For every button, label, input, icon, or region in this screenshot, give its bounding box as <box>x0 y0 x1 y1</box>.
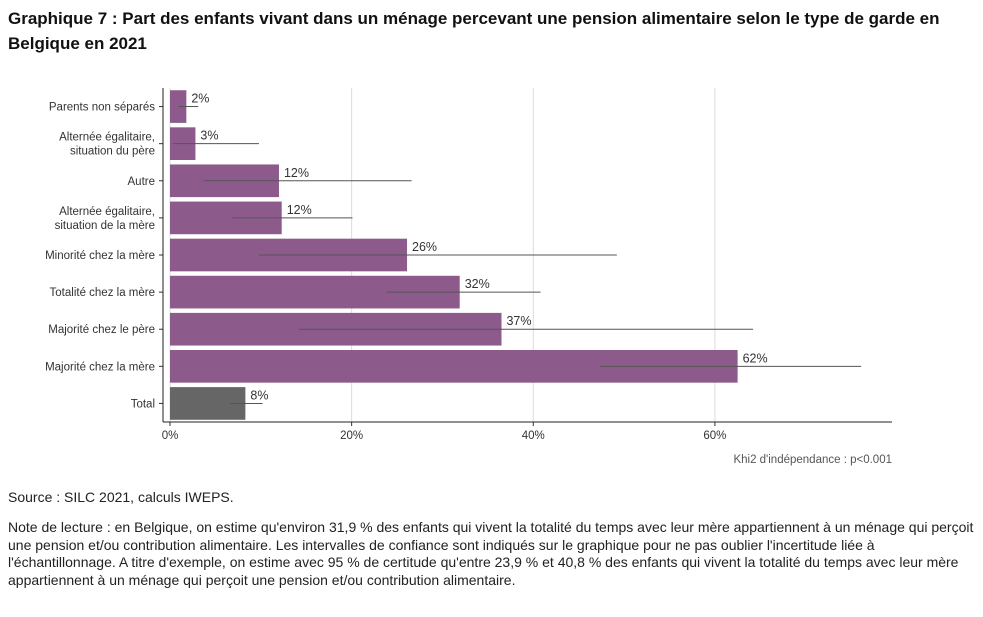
category-label-2: Autre <box>128 176 156 188</box>
chart-title: Graphique 7 : Part des enfants vivant da… <box>8 9 940 53</box>
data-label-2: 12% <box>284 166 309 180</box>
category-label-3: Alternée égalitaire, situation de la mère <box>55 206 155 232</box>
category-label-4: Minorité chez la mère <box>45 250 155 262</box>
reading-note: Note de lecture : en Belgique, on estime… <box>8 519 974 588</box>
bar-chart: 2% 3% 12% 12% 26% 32% 37% 62% 8% Parents non sép… <box>45 88 892 466</box>
x-tick-label-1: 20% <box>340 430 363 442</box>
chi2-annotation: Khi2 d'indépendance : p<0.001 <box>733 454 892 466</box>
x-tick-label-2: 40% <box>522 430 545 442</box>
confidence-intervals <box>172 106 862 404</box>
axes: Parents non séparés Alternée égalitaire, s… <box>45 88 892 442</box>
data-labels: 2% 3% 12% 12% 26% 32% 37% 62% 8% <box>191 92 767 403</box>
data-label-7: 62% <box>743 351 768 365</box>
data-label-4: 26% <box>412 240 437 254</box>
data-label-0: 2% <box>191 92 209 106</box>
data-label-1: 3% <box>200 129 218 143</box>
x-tick-label-0: 0% <box>162 430 179 442</box>
category-label-8: Total <box>131 398 155 410</box>
category-label-7: Majorité chez la mère <box>45 361 155 373</box>
category-label-1: Alternée égalitaire, situation du père <box>59 132 155 158</box>
data-label-5: 32% <box>465 277 490 291</box>
data-label-8: 8% <box>250 388 268 402</box>
category-label-5: Totalité chez la mère <box>50 287 155 299</box>
category-label-0: Parents non séparés <box>49 102 155 114</box>
data-label-6: 37% <box>506 314 531 328</box>
x-tick-label-3: 60% <box>703 430 726 442</box>
category-label-6: Majorité chez le père <box>48 324 155 336</box>
data-label-3: 12% <box>287 203 312 217</box>
source-text: Source : SILC 2021, calculs IWEPS. <box>8 489 234 505</box>
